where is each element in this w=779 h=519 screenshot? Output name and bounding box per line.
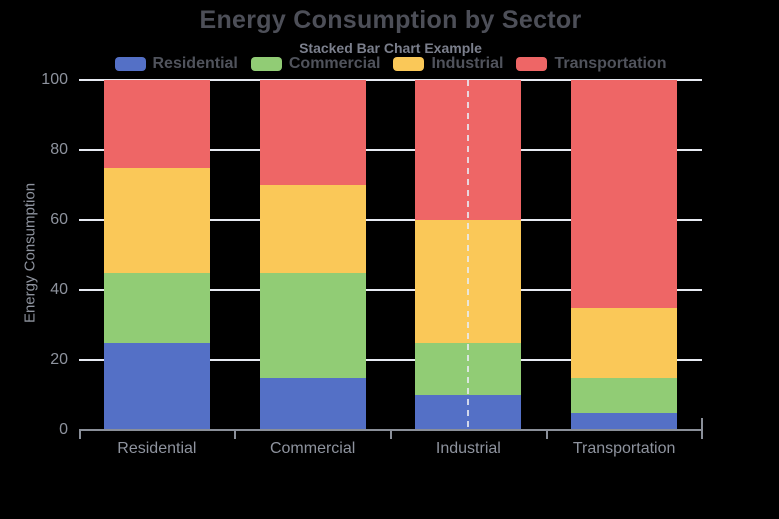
stacked-bar-residential — [103, 80, 210, 430]
x-axis-tick-0 — [79, 431, 81, 439]
bar-segment-industrial-residential[interactable] — [103, 167, 210, 273]
bar-segment-commercial-commercial[interactable] — [259, 272, 366, 378]
x-axis-end-tick-up — [701, 418, 703, 429]
legend-item-commercial[interactable]: Commercial — [250, 55, 381, 72]
bar-group-commercial — [235, 80, 391, 430]
bar-segment-residential-transportation[interactable] — [571, 412, 678, 430]
bar-segment-residential-residential[interactable] — [103, 342, 210, 430]
bar-segment-transportation-transportation[interactable] — [571, 80, 678, 308]
legend: Residential Commercial Industrial Transport… — [79, 56, 702, 72]
x-axis-label-commercial: Commercial — [269, 440, 356, 457]
gridline-100 — [79, 79, 702, 81]
y-tick-label-0: 0 — [59, 421, 68, 438]
legend-swatch-transportation — [516, 57, 548, 71]
bar-segment-transportation-residential[interactable] — [103, 80, 210, 168]
legend-label-residential: Residential — [152, 55, 238, 72]
y-tick-label-100: 100 — [41, 71, 68, 88]
x-axis-line — [79, 418, 703, 439]
bar-segment-industrial-commercial[interactable] — [259, 185, 366, 273]
bar-segment-commercial-transportation[interactable] — [571, 377, 678, 413]
legend-item-residential[interactable]: Residential — [114, 55, 238, 72]
bar-segment-commercial-residential[interactable] — [103, 272, 210, 343]
y-tick-label-20: 20 — [50, 351, 68, 368]
legend-swatch-industrial — [393, 57, 425, 71]
legend-item-industrial[interactable]: Industrial — [393, 56, 503, 72]
stacked-bar-transportation — [571, 80, 678, 430]
x-axis-label-industrial: Industrial — [435, 440, 501, 457]
x-axis-tick-1 — [234, 431, 236, 439]
bar-segment-residential-commercial[interactable] — [259, 377, 366, 430]
x-axis-labels: Residential Commercial Industrial Transport… — [79, 440, 702, 458]
y-tick-label-80: 80 — [50, 141, 68, 158]
legend-item-transportation[interactable]: Transportation — [516, 56, 666, 72]
gridline-80 — [79, 149, 702, 151]
bar-group-industrial — [391, 80, 547, 430]
legend-swatch-commercial — [250, 57, 282, 71]
hover-axis-pointer — [467, 80, 470, 430]
legend-label-commercial: Commercial — [288, 55, 381, 72]
chart-subtitle: Stacked Bar Chart Example — [299, 40, 482, 56]
plot-area — [79, 79, 702, 430]
x-axis-label-residential: Residential — [117, 440, 197, 457]
y-axis-tick-labels: 0 20 40 60 80 100 — [0, 71, 70, 438]
legend-swatch-residential — [114, 57, 146, 71]
y-tick-label-60: 60 — [50, 211, 68, 228]
stacked-bar-commercial — [259, 80, 366, 430]
bar-segment-transportation-commercial[interactable] — [259, 80, 366, 185]
chart-title: Energy Consumption by Sector — [199, 6, 582, 34]
x-axis-tick-3 — [546, 431, 548, 439]
legend-label-transportation: Transportation — [554, 55, 667, 72]
y-tick-label-40: 40 — [50, 281, 68, 298]
bar-bands — [79, 80, 702, 430]
x-axis-label-transportation: Transportation — [572, 440, 676, 457]
x-axis-tick-4 — [701, 431, 703, 439]
gridline-60 — [79, 219, 702, 221]
gridline-40 — [79, 289, 702, 291]
bar-group-residential — [79, 80, 235, 430]
legend-label-industrial: Industrial — [431, 55, 504, 72]
bar-segment-industrial-transportation[interactable] — [571, 307, 678, 378]
bar-group-transportation — [546, 80, 702, 430]
x-axis-tick-2 — [390, 431, 392, 439]
gridline-20 — [79, 359, 702, 361]
